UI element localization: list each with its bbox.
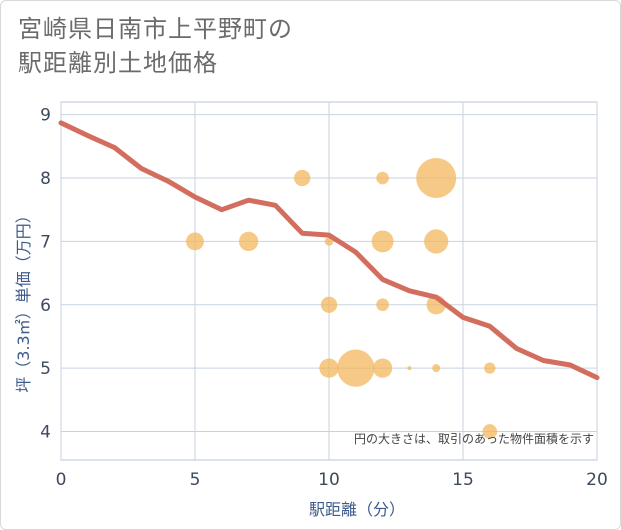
bubble-layer (186, 158, 498, 439)
data-bubble (372, 358, 393, 378)
y-tick-label: 8 (40, 169, 51, 189)
y-tick-label: 7 (40, 232, 51, 252)
data-bubble (337, 349, 375, 387)
data-bubble (407, 366, 412, 371)
bubble-size-note: 円の大きさは、取引のあった物件面積を示す (354, 431, 594, 446)
data-bubble (294, 169, 311, 187)
x-tick-labels: 0 5 10 15 20 (56, 470, 608, 490)
x-tick-label: 5 (190, 470, 201, 490)
data-bubble (186, 232, 204, 251)
average-price-line (58, 120, 600, 381)
data-bubble (371, 230, 394, 253)
data-bubble (376, 171, 389, 185)
title-line-1: 宮崎県日南市上平野町の (18, 15, 293, 43)
data-bubble (432, 364, 441, 373)
data-bubble (376, 298, 389, 312)
data-bubble (424, 229, 449, 254)
x-axis-label: 駅距離（分） (309, 500, 405, 519)
data-bubble (416, 158, 457, 199)
y-tick-label: 6 (40, 296, 51, 316)
data-bubble (320, 296, 338, 313)
data-bubble (319, 358, 339, 378)
x-tick-label: 15 (452, 470, 474, 490)
y-axis-label: 坪（3.3㎡）単価（万円） (14, 207, 33, 392)
y-tick-label: 9 (40, 106, 51, 126)
x-tick-label: 0 (56, 470, 67, 490)
y-tick-labels: 4 5 6 7 8 9 (40, 106, 51, 443)
x-tick-label: 10 (318, 470, 340, 490)
line-layer (58, 120, 600, 381)
title-line-2: 駅距離別土地価格 (18, 49, 218, 77)
data-bubble (484, 362, 496, 374)
chart-title: 宮崎県日南市上平野町の 駅距離別土地価格 (18, 12, 293, 80)
x-tick-label: 20 (586, 470, 608, 490)
data-bubble (482, 424, 498, 439)
y-tick-label: 4 (40, 422, 51, 442)
data-bubble (238, 231, 259, 252)
y-tick-label: 5 (40, 359, 51, 379)
